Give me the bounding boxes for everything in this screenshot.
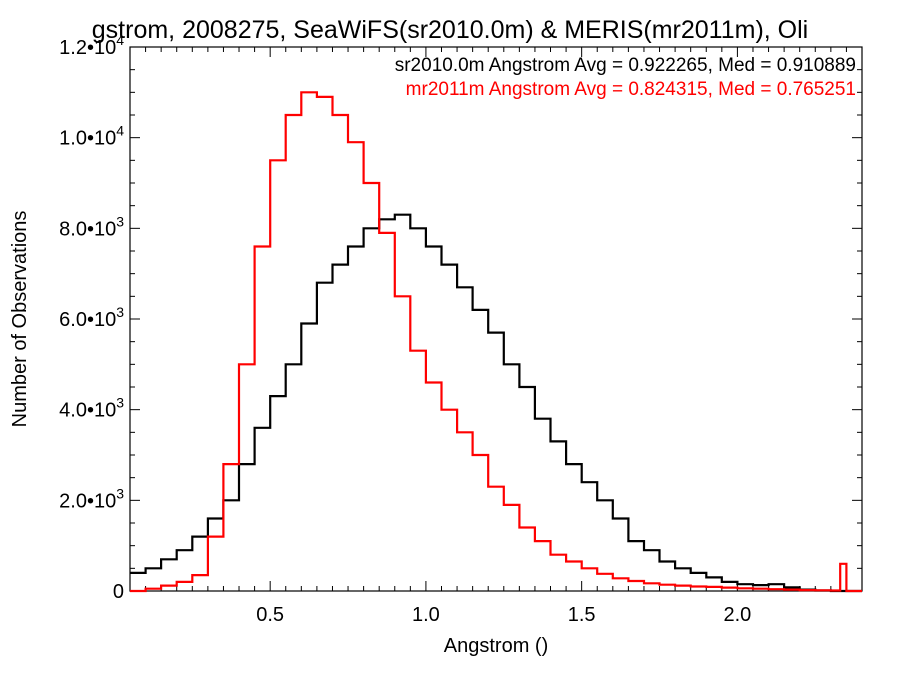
- series-layer: [130, 91, 862, 593]
- y-tick-label: 6.0•103: [59, 304, 124, 331]
- x-axis-label: Angstrom (): [444, 635, 548, 657]
- legend-entry-mr2011: mr2011m Angstrom Avg = 0.824315, Med = 0…: [406, 79, 856, 100]
- y-tick-label: 4.0•103: [59, 395, 124, 422]
- x-tick-label: 0.5: [256, 604, 284, 626]
- y-tick-label: 8.0•103: [59, 213, 124, 240]
- series-line-mr2011: [130, 91, 862, 593]
- y-axis-ticks: 0 2.0•103 4.0•103 6.0•103 8.0•103 1.0•104 1.2•…: [59, 32, 862, 603]
- y-tick-label: 2.0•103: [59, 485, 124, 512]
- x-tick-label: 1.0: [412, 604, 440, 626]
- chart-title: gstrom, 2008275, SeaWiFS(sr2010.0m) & ME…: [92, 16, 808, 44]
- plot-frame: [129, 46, 863, 592]
- x-axis-ticks: 0.5 1.0 1.5 2.0: [129, 47, 863, 626]
- y-tick-label: 1.2•104: [59, 32, 124, 59]
- x-tick-label: 2.0: [723, 604, 751, 626]
- legend-entry-sr2010: sr2010.0m Angstrom Avg = 0.922265, Med =…: [395, 55, 856, 76]
- y-axis-label: Number of Observations: [9, 211, 31, 428]
- y-tick-label: 1.0•104: [59, 123, 124, 150]
- series-line-sr2010: [130, 213, 862, 593]
- y-tick-label: 0: [113, 581, 124, 603]
- x-tick-label: 1.5: [568, 604, 596, 626]
